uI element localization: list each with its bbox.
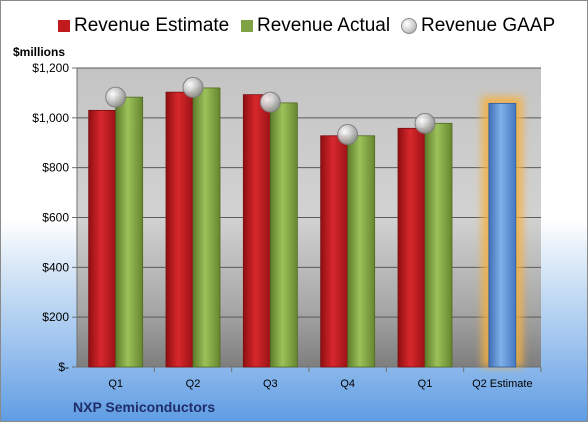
legend-item-revenue-gaap: Revenue GAAP — [401, 11, 555, 41]
revenue-estimate-bar — [88, 109, 117, 368]
y-tick-label: $600 — [42, 211, 69, 225]
legend-item-revenue-actual: Revenue Actual — [241, 11, 390, 41]
y-axis-unit-label: $millions — [13, 45, 66, 59]
revenue-estimate-bar — [165, 91, 194, 368]
legend-item-revenue-estimate: Revenue Estimate — [58, 11, 229, 41]
legend: Revenue Estimate Revenue Actual Revenue … — [1, 11, 587, 41]
revenue-actual-bar — [192, 87, 221, 368]
revenue-gaap-marker — [182, 76, 204, 98]
revenue-actual-bar — [347, 135, 376, 368]
revenue-estimate-bar — [397, 127, 426, 368]
x-tick-label: Q1 — [418, 378, 433, 390]
revenue-actual-bar — [424, 122, 453, 368]
revenue-gaap-marker — [337, 124, 359, 146]
x-tick-label: Q1 — [108, 378, 123, 390]
y-tick-label: $- — [58, 360, 69, 374]
legend-label-actual: Revenue Actual — [257, 15, 391, 36]
q2-estimate-bar — [488, 102, 517, 368]
revenue-actual-bar — [115, 96, 144, 368]
x-tick-label: Q2 — [186, 378, 201, 390]
x-tick-label: Q2 Estimate — [472, 378, 533, 390]
company-name: NXP Semiconductors — [73, 399, 216, 415]
y-tick-label: $800 — [42, 161, 69, 175]
revenue-estimate-bar — [242, 94, 271, 368]
y-tick-label: $400 — [42, 260, 69, 274]
y-tick-label: $1,200 — [32, 61, 69, 75]
revenue-estimate-bar — [320, 135, 349, 368]
legend-label-gaap: Revenue GAAP — [421, 15, 556, 36]
revenue-gaap-marker — [414, 112, 436, 134]
x-tick-label: Q4 — [340, 378, 355, 390]
y-tick-label: $200 — [42, 310, 69, 324]
legend-swatch-red — [58, 20, 70, 32]
legend-label-estimate: Revenue Estimate — [74, 15, 230, 36]
revenue-gaap-marker — [259, 91, 281, 113]
revenue-actual-bar — [269, 102, 298, 368]
y-tick-label: $1,000 — [32, 111, 69, 125]
revenue-gaap-marker — [105, 86, 127, 108]
x-tick-label: Q3 — [263, 378, 278, 390]
legend-swatch-green — [241, 20, 253, 32]
legend-marker-circle — [401, 18, 417, 34]
